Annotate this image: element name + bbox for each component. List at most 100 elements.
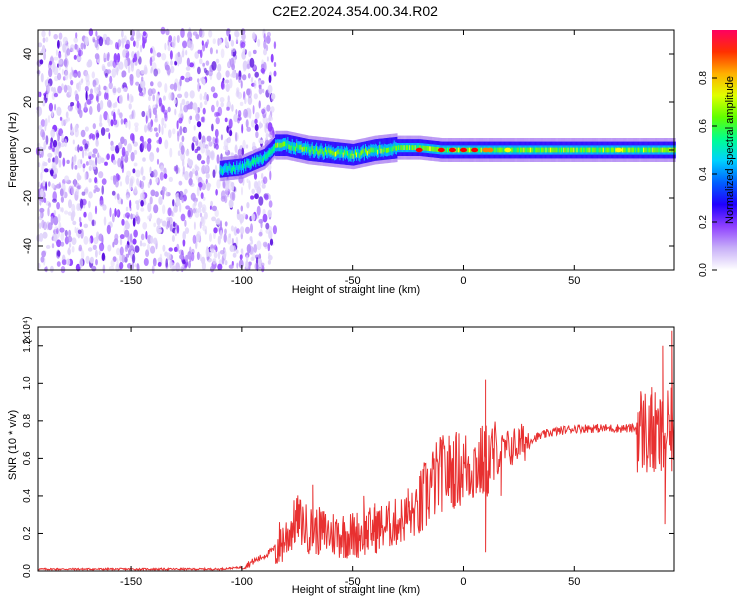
- snr-series-line: [37, 330, 675, 572]
- noise-speckle: [259, 139, 264, 144]
- noise-speckle: [246, 202, 250, 209]
- noise-speckle: [112, 213, 115, 223]
- ridge-core: [493, 147, 496, 153]
- noise-speckle: [64, 59, 68, 65]
- noise-speckle: [164, 42, 167, 51]
- noise-speckle: [57, 72, 62, 81]
- noise-speckle: [71, 210, 76, 218]
- ridge-core: [573, 147, 575, 153]
- noise-speckle: [202, 107, 206, 115]
- noise-speckle: [59, 188, 64, 197]
- noise-speckle: [215, 117, 220, 125]
- noise-speckle: [265, 222, 270, 230]
- noise-speckle: [210, 244, 215, 251]
- ridge-core: [613, 147, 615, 153]
- ridge-core: [555, 147, 558, 153]
- ridge-core: [588, 147, 591, 153]
- noise-speckle: [199, 93, 203, 101]
- noise-speckle: [205, 173, 210, 179]
- noise-speckle: [98, 233, 103, 242]
- noise-speckle: [98, 171, 104, 179]
- noise-speckle: [230, 225, 234, 232]
- ridge-core: [428, 146, 430, 151]
- ridge-core: [522, 147, 524, 153]
- ridge-core: [226, 165, 229, 171]
- noise-speckle: [200, 216, 204, 224]
- noise-speckle: [193, 125, 196, 131]
- noise-speckle: [184, 77, 190, 83]
- ridge-core: [421, 145, 424, 151]
- noise-speckle: [84, 85, 89, 92]
- noise-speckle: [74, 43, 78, 50]
- noise-speckle: [55, 145, 60, 154]
- noise-speckle: [128, 93, 133, 104]
- ridge-core: [467, 147, 470, 153]
- noise-speckle: [257, 38, 261, 48]
- noise-speckle: [44, 122, 47, 132]
- noise-speckle: [205, 70, 209, 76]
- ridge-core: [393, 143, 396, 149]
- noise-speckle: [208, 252, 212, 258]
- noise-speckle: [143, 141, 147, 150]
- noise-speckle: [180, 152, 186, 162]
- ridge-core: [621, 147, 624, 153]
- noise-speckle: [47, 83, 51, 92]
- ridge-core: [290, 145, 293, 151]
- noise-speckle: [70, 79, 74, 86]
- ridge-core: [434, 146, 437, 152]
- noise-speckle: [79, 198, 84, 209]
- noise-speckle: [79, 258, 84, 269]
- noise-speckle: [66, 258, 71, 266]
- ridge-core: [374, 147, 377, 152]
- noise-speckle: [62, 157, 66, 167]
- noise-speckle: [130, 133, 135, 141]
- noise-speckle: [219, 250, 225, 255]
- noise-speckle: [224, 221, 228, 227]
- ridge-core: [523, 147, 526, 153]
- noise-speckle: [92, 148, 98, 154]
- ridge-core: [342, 152, 345, 158]
- noise-speckle: [220, 48, 225, 59]
- ridge-core: [513, 147, 516, 153]
- ridge-core: [665, 147, 667, 153]
- noise-speckle: [167, 106, 171, 113]
- noise-speckle: [86, 99, 92, 105]
- ridge-core: [349, 152, 352, 158]
- noise-speckle: [133, 229, 138, 238]
- noise-speckle: [159, 253, 163, 262]
- noise-speckle: [202, 196, 206, 201]
- noise-speckle: [48, 30, 51, 37]
- noise-speckle: [48, 181, 51, 187]
- ridge-core: [567, 147, 570, 153]
- noise-speckle: [60, 142, 65, 148]
- ridge-core: [220, 167, 223, 173]
- noise-speckle: [155, 177, 159, 183]
- ridge-core: [377, 149, 379, 155]
- noise-speckle: [152, 237, 158, 245]
- ridge-core: [284, 141, 286, 147]
- noise-speckle: [105, 128, 110, 132]
- ridge-core: [586, 147, 589, 153]
- noise-speckle: [62, 36, 68, 45]
- noise-speckle: [99, 200, 105, 207]
- noise-speckle: [116, 193, 120, 201]
- noise-speckle: [253, 64, 256, 71]
- ridge-core: [285, 141, 287, 147]
- noise-speckle: [235, 131, 238, 142]
- noise-speckle: [158, 97, 162, 107]
- ridge-hotspot: [504, 147, 512, 153]
- noise-speckle: [52, 139, 58, 148]
- noise-speckle: [143, 258, 149, 266]
- ridge-core: [556, 147, 559, 153]
- ridge-core: [408, 145, 410, 150]
- noise-speckle: [188, 76, 193, 82]
- noise-speckle: [140, 192, 145, 200]
- colorbar: 0.0 0.2 0.4 0.6 0.8 Normalized spectral ampl…: [698, 30, 737, 277]
- ridge-core: [562, 147, 564, 153]
- noise-speckle: [88, 134, 92, 140]
- noise-speckle: [254, 193, 259, 200]
- noise-speckle: [194, 164, 198, 170]
- noise-speckle: [159, 171, 164, 181]
- noise-speckle: [184, 227, 190, 235]
- noise-speckle: [69, 44, 75, 52]
